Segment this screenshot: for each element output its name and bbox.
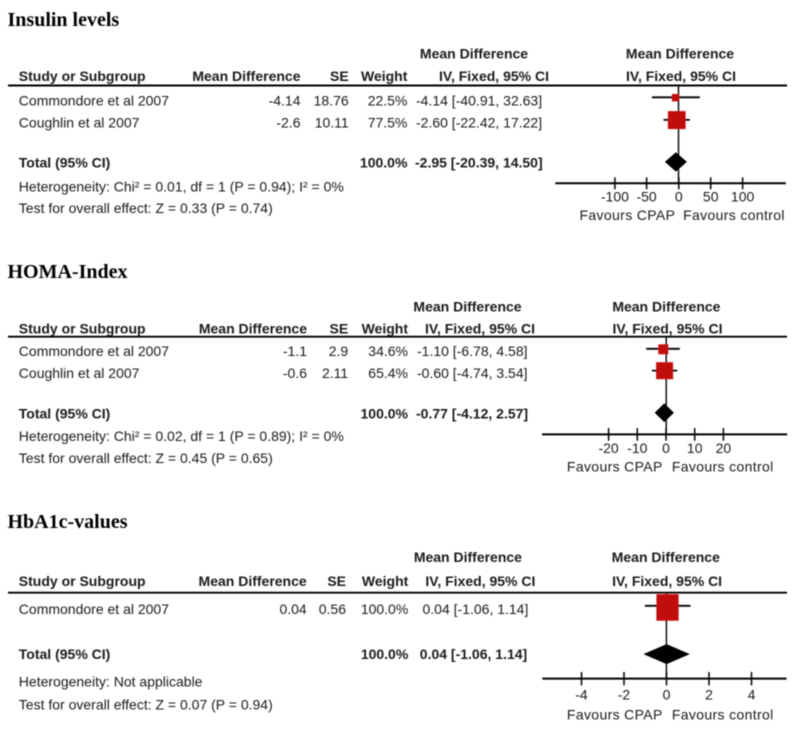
svg-text:Test for overall effect: Z = 0: Test for overall effect: Z = 0.45 (P = 0… — [19, 450, 273, 466]
svg-text:Study or Subgroup: Study or Subgroup — [19, 68, 146, 84]
svg-text:Commondore et al 2007: Commondore et al 2007 — [19, 601, 169, 617]
svg-text:Mean Difference: Mean Difference — [199, 320, 307, 336]
svg-text:IV, Fixed, 95% CI: IV, Fixed, 95% CI — [613, 320, 723, 336]
svg-text:Heterogeneity: Chi² = 0.01, df: Heterogeneity: Chi² = 0.01, df = 1 (P = … — [19, 179, 344, 195]
svg-text:10: 10 — [687, 440, 703, 456]
svg-text:Total (95% CI): Total (95% CI) — [19, 406, 111, 422]
svg-text:Mean Difference: Mean Difference — [413, 298, 521, 314]
svg-text:IV, Fixed, 95% CI: IV, Fixed, 95% CI — [626, 68, 736, 84]
svg-text:HbA1c-values: HbA1c-values — [8, 511, 128, 533]
svg-text:Favours control: Favours control — [683, 207, 785, 223]
svg-text:2: 2 — [705, 687, 713, 703]
svg-text:0: 0 — [662, 440, 670, 456]
svg-text:0.56: 0.56 — [319, 601, 346, 617]
svg-text:-2.6: -2.6 — [276, 115, 300, 131]
svg-text:2.11: 2.11 — [322, 365, 348, 381]
svg-text:-0.60 [-4.74, 3.54]: -0.60 [-4.74, 3.54] — [417, 365, 528, 381]
svg-text:IV, Fixed, 95% CI: IV, Fixed, 95% CI — [425, 573, 535, 589]
svg-text:-100: -100 — [601, 188, 629, 204]
svg-text:22.5%: 22.5% — [368, 93, 408, 109]
svg-text:Favours CPAP: Favours CPAP — [567, 459, 663, 475]
svg-text:-2.60 [-22.42, 17.22]: -2.60 [-22.42, 17.22] — [416, 115, 542, 131]
svg-text:Test for overall effect: Z = 0: Test for overall effect: Z = 0.07 (P = 0… — [19, 696, 273, 712]
svg-text:Weight: Weight — [362, 573, 409, 589]
svg-text:HOMA-Index: HOMA-Index — [8, 261, 128, 283]
svg-text:0: 0 — [663, 687, 671, 703]
svg-text:Coughlin et al 2007: Coughlin et al 2007 — [19, 365, 140, 381]
svg-text:Mean Difference: Mean Difference — [420, 46, 528, 62]
svg-text:0.04 [-1.06, 1.14]: 0.04 [-1.06, 1.14] — [423, 601, 529, 617]
svg-text:-1.10 [-6.78, 4.58]: -1.10 [-6.78, 4.58] — [417, 343, 528, 359]
svg-text:Insulin levels: Insulin levels — [8, 9, 120, 31]
svg-text:-0.77 [-4.12, 2.57]: -0.77 [-4.12, 2.57] — [416, 406, 528, 422]
svg-text:Coughlin et al 2007: Coughlin et al 2007 — [19, 115, 140, 131]
svg-text:IV, Fixed, 95% CI: IV, Fixed, 95% CI — [439, 68, 549, 84]
svg-text:SE: SE — [330, 320, 349, 336]
svg-text:SE: SE — [327, 573, 346, 589]
svg-text:Weight: Weight — [361, 68, 408, 84]
svg-text:100.0%: 100.0% — [361, 646, 409, 662]
svg-text:-4.14: -4.14 — [269, 93, 301, 109]
svg-text:-4.14 [-40.91, 32.63]: -4.14 [-40.91, 32.63] — [416, 93, 542, 109]
svg-text:-4: -4 — [575, 687, 588, 703]
svg-text:2.9: 2.9 — [329, 343, 349, 359]
svg-text:Mean Difference: Mean Difference — [612, 549, 720, 565]
svg-text:100.0%: 100.0% — [361, 601, 408, 617]
svg-text:4: 4 — [748, 687, 756, 703]
svg-text:Test for overall effect: Z = 0: Test for overall effect: Z = 0.33 (P = 0… — [19, 200, 273, 216]
svg-text:Favours CPAP: Favours CPAP — [580, 207, 676, 223]
svg-text:0.04: 0.04 — [279, 601, 306, 617]
svg-text:34.6%: 34.6% — [368, 343, 408, 359]
svg-text:77.5%: 77.5% — [368, 115, 408, 131]
svg-text:100.0%: 100.0% — [361, 406, 409, 422]
svg-text:20: 20 — [716, 440, 732, 456]
svg-text:Favours CPAP: Favours CPAP — [567, 707, 663, 723]
svg-text:65.4%: 65.4% — [368, 365, 408, 381]
svg-text:Mean Difference: Mean Difference — [199, 573, 307, 589]
svg-text:100: 100 — [731, 188, 755, 204]
svg-text:18.76: 18.76 — [314, 93, 349, 109]
svg-text:IV, Fixed, 95% CI: IV, Fixed, 95% CI — [425, 320, 535, 336]
svg-text:Total (95% CI): Total (95% CI) — [19, 155, 111, 171]
svg-text:Mean Difference: Mean Difference — [192, 68, 300, 84]
svg-text:Favours control: Favours control — [672, 707, 774, 723]
svg-text:Mean Difference: Mean Difference — [626, 46, 734, 62]
svg-text:Favours control: Favours control — [672, 459, 774, 475]
svg-text:Commondore et al 2007: Commondore et al 2007 — [19, 93, 169, 109]
svg-text:-20: -20 — [598, 440, 618, 456]
svg-text:Mean Difference: Mean Difference — [414, 549, 522, 565]
svg-text:0: 0 — [675, 188, 683, 204]
svg-text:Study or Subgroup: Study or Subgroup — [19, 320, 146, 336]
svg-text:-2.95 [-20.39, 14.50]: -2.95 [-20.39, 14.50] — [415, 155, 543, 171]
svg-text:Total (95% CI): Total (95% CI) — [19, 646, 111, 662]
svg-text:100.0%: 100.0% — [360, 155, 408, 171]
svg-text:Mean Difference: Mean Difference — [612, 298, 720, 314]
svg-text:0.04 [-1.06, 1.14]: 0.04 [-1.06, 1.14] — [420, 646, 527, 662]
svg-text:-2: -2 — [618, 687, 631, 703]
svg-text:Heterogeneity: Chi² = 0.02, df: Heterogeneity: Chi² = 0.02, df = 1 (P = … — [19, 428, 344, 444]
svg-text:-1.1: -1.1 — [283, 343, 307, 359]
svg-text:10.11: 10.11 — [315, 115, 349, 131]
svg-text:SE: SE — [330, 68, 349, 84]
svg-text:Heterogeneity: Not applicable: Heterogeneity: Not applicable — [19, 674, 203, 690]
svg-text:-50: -50 — [636, 188, 656, 204]
svg-text:-0.6: -0.6 — [283, 365, 307, 381]
svg-text:Weight: Weight — [362, 320, 409, 336]
svg-text:IV, Fixed, 95% CI: IV, Fixed, 95% CI — [612, 573, 722, 589]
svg-text:Study or Subgroup: Study or Subgroup — [19, 573, 146, 589]
svg-text:-10: -10 — [627, 440, 647, 456]
svg-text:50: 50 — [703, 188, 719, 204]
svg-text:Commondore et al 2007: Commondore et al 2007 — [19, 343, 169, 359]
